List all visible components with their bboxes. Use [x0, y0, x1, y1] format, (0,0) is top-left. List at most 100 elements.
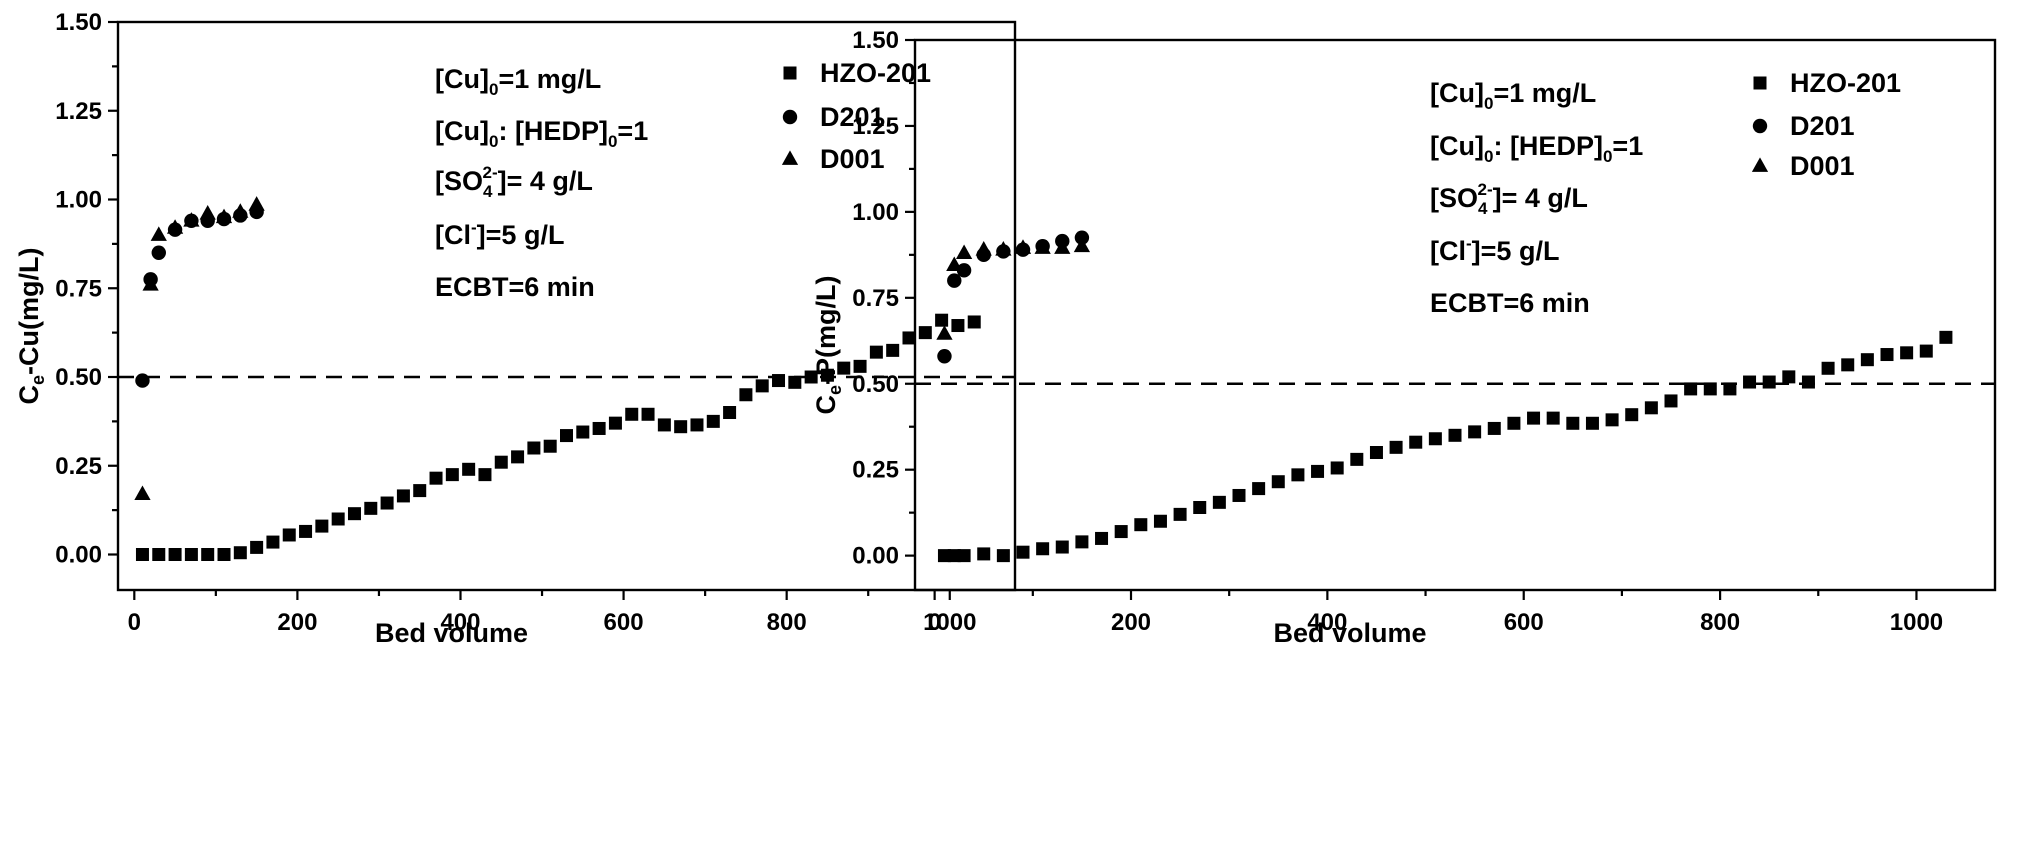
data-point-hzo-201 [1546, 411, 1560, 425]
y-tick-label: 1.25 [852, 113, 899, 140]
legend-entry: D201 [1790, 111, 1855, 141]
data-point-hzo-201 [1055, 540, 1069, 554]
data-point-hzo-201 [853, 359, 867, 373]
data-point-hzo-201 [1330, 461, 1344, 475]
data-point-hzo-201 [1095, 531, 1109, 545]
data-point-hzo-201 [1860, 353, 1874, 367]
data-point-hzo-201 [250, 540, 264, 554]
data-point-hzo-201 [1487, 421, 1501, 435]
legend-marker-triangle [781, 150, 799, 165]
x-tick-label: 600 [604, 609, 644, 636]
data-point-hzo-201 [1448, 428, 1462, 442]
data-point-hzo-201 [1684, 382, 1698, 396]
data-point-hzo-201 [886, 343, 900, 357]
data-point-hzo-201 [1016, 545, 1030, 559]
x-tick-label: 400 [1307, 609, 1347, 636]
data-point-hzo-201 [135, 548, 149, 561]
y-tick-label: 1.00 [852, 199, 899, 226]
data-point-hzo-201 [1153, 514, 1167, 528]
data-point-hzo-201 [657, 418, 671, 432]
x-tick-label: 0 [128, 609, 141, 636]
data-point-hzo-201 [1880, 348, 1894, 362]
x-tick-label: 1000 [1890, 609, 1943, 636]
data-point-hzo-201 [1409, 435, 1423, 449]
data-point-d001 [955, 244, 973, 260]
data-point-d201 [947, 273, 962, 288]
data-point-hzo-201 [706, 414, 720, 428]
data-point-d001 [150, 226, 167, 241]
chart-panel-left: 0 200 400 600 800 1000 0.00 0.25 0.50 0.75 1.00 1.2… [14, 9, 1017, 648]
legend-entry: D001 [1790, 151, 1855, 181]
plot-frame [913, 38, 1997, 592]
data-point-hzo-201 [445, 468, 459, 482]
legend-marker-square [1753, 76, 1767, 90]
data-point-hzo-201 [576, 425, 590, 439]
data-point-hzo-201 [1114, 525, 1128, 539]
y-tick-label: 1.50 [852, 27, 899, 54]
y-axis-title: Ce-P(mg/L) [811, 276, 845, 415]
condition-annotation: ECBT=6 min [435, 272, 595, 302]
data-point-hzo-201 [413, 484, 427, 498]
data-point-hzo-201 [429, 471, 443, 485]
data-point-d001 [1054, 239, 1071, 254]
data-point-d001 [936, 325, 953, 340]
data-point-hzo-201 [1703, 382, 1717, 396]
data-point-hzo-201 [625, 407, 639, 421]
y-tick-label: 1.00 [55, 187, 102, 214]
data-point-hzo-201 [396, 489, 410, 503]
condition-annotation: [Cl-]=5 g/L [435, 218, 564, 250]
data-point-hzo-201 [168, 548, 182, 561]
data-point-hzo-201 [608, 416, 622, 430]
x-tick-label: 800 [767, 609, 807, 636]
data-point-hzo-201 [511, 450, 525, 464]
data-point-d201 [151, 245, 166, 260]
x-tick-label: 1000 [923, 609, 976, 636]
data-point-hzo-201 [184, 548, 198, 561]
y-tick-label: 1.25 [55, 98, 102, 125]
data-point-d001 [166, 219, 184, 234]
data-point-hzo-201 [1075, 535, 1089, 549]
data-point-hzo-201 [1723, 382, 1737, 396]
legend-entry: HZO-201 [1790, 68, 1901, 98]
data-point-d201 [937, 349, 952, 364]
data-point-hzo-201 [957, 549, 971, 563]
data-point-hzo-201 [201, 548, 215, 561]
x-tick-label: 600 [1504, 609, 1544, 636]
data-point-hzo-201 [1801, 375, 1815, 389]
data-point-hzo-201 [592, 421, 606, 435]
data-point-hzo-201 [947, 549, 961, 563]
data-point-hzo-201 [723, 406, 737, 419]
data-point-hzo-201 [1939, 330, 1953, 344]
y-tick-label: 0.00 [55, 542, 102, 569]
data-point-hzo-201 [1193, 501, 1207, 514]
condition-annotation: [Cu]0=1 mg/L [435, 64, 601, 99]
data-point-hzo-201 [674, 420, 688, 434]
legend-entry: D201 [820, 102, 885, 132]
condition-annotation: [SO42-]= 4 g/L [435, 163, 593, 201]
data-point-hzo-201 [217, 548, 231, 561]
data-point-hzo-201 [1527, 411, 1541, 425]
data-point-hzo-201 [478, 468, 492, 482]
y-tick-label: 0.00 [852, 543, 899, 570]
data-point-hzo-201 [462, 462, 476, 476]
data-point-d001 [215, 208, 233, 224]
data-point-hzo-201 [282, 528, 296, 542]
data-point-hzo-201 [1900, 346, 1914, 360]
data-point-d001 [946, 256, 963, 272]
data-point-hzo-201 [1389, 440, 1403, 454]
data-point-d001 [995, 241, 1012, 256]
condition-annotation: [Cl-]=5 g/L [1430, 234, 1559, 266]
condition-annotation: [SO42-]= 4 g/L [1430, 180, 1588, 218]
data-point-hzo-201 [494, 455, 508, 469]
data-point-hzo-201 [331, 512, 345, 526]
data-point-hzo-201 [977, 547, 991, 561]
data-point-hzo-201 [543, 439, 557, 453]
data-point-hzo-201 [1291, 468, 1305, 482]
data-point-hzo-201 [1566, 416, 1580, 430]
data-point-hzo-201 [1252, 482, 1266, 496]
legend-marker-square [783, 66, 797, 80]
data-point-hzo-201 [233, 546, 247, 560]
legend-marker-circle [782, 109, 798, 125]
condition-annotation: [Cu]0: [HEDP]0=1 [435, 116, 648, 151]
y-tick-label: 0.50 [852, 371, 899, 398]
